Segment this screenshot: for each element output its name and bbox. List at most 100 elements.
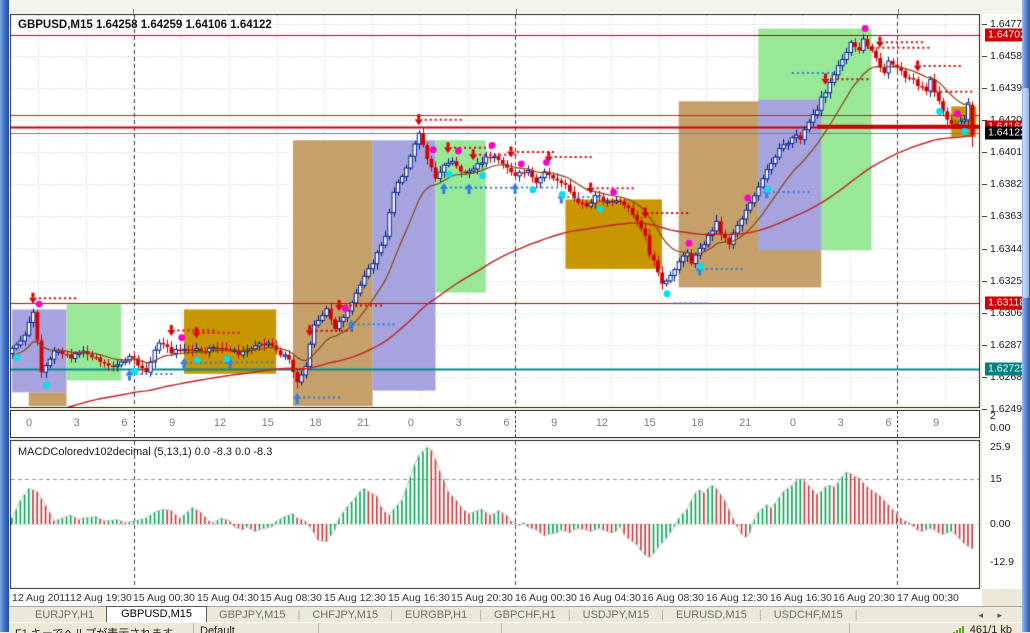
price-chart-canvas[interactable] <box>10 14 980 408</box>
chart-top-strip <box>9 0 1022 14</box>
status-bar: F1 キーでヘルプが表示されます Default 461/1 kb <box>9 622 1022 633</box>
price-badge: 1.64702 <box>985 28 1029 42</box>
day-separator <box>133 411 135 437</box>
axis-tick <box>982 24 987 25</box>
macd-indicator-label: MACDColoredv102decimal (5,13,1) 0.0 -8.3… <box>18 446 273 458</box>
hour-label: 18 <box>309 417 322 429</box>
axis-tick <box>982 88 987 89</box>
hour-label: 15 <box>643 417 656 429</box>
tab-gbpchf-h1[interactable]: GBPCHF,H1 <box>494 609 556 621</box>
time-axis-label: 16 Aug 16:30 <box>770 592 832 604</box>
hours-axis-label: 2 <box>990 410 996 422</box>
price-badge: 1.64122 <box>985 126 1029 140</box>
tab-chfjpy-m15[interactable]: CHFJPY,M15 <box>312 609 379 621</box>
axis-tick <box>982 184 987 185</box>
axis-tick <box>982 56 987 57</box>
time-axis-label: 12 Aug 2011 <box>12 592 71 604</box>
price-badge: 1.62725 <box>985 362 1029 376</box>
tab-usdchf-m15[interactable]: USDCHF,M15 <box>773 609 843 621</box>
hour-label: 21 <box>357 417 370 429</box>
macd-axis-label: -12.9 <box>990 556 1014 569</box>
price-badge: 1.63118 <box>985 296 1029 310</box>
axis-tick <box>982 152 987 153</box>
time-axis-label: 16 Aug 08:30 <box>642 592 704 604</box>
hour-label: 15 <box>261 417 274 429</box>
hour-label: 9 <box>551 417 558 429</box>
hour-label: 9 <box>169 417 176 429</box>
axis-tick <box>982 409 987 410</box>
price-axis-label: 1.63820 <box>990 178 1028 191</box>
hour-label: 0 <box>407 417 415 429</box>
window-left-border <box>0 0 9 632</box>
status-profile[interactable]: Default <box>194 623 319 633</box>
time-axis[interactable]: 12 Aug 2011 12 Aug 19:30 15 Aug 00:30 15 Au… <box>10 589 982 606</box>
price-axis-label: 1.64390 <box>990 81 1028 94</box>
hour-label: 6 <box>503 417 510 429</box>
time-axis-label: 15 Aug 20:30 <box>451 592 513 604</box>
axis-tick <box>982 377 987 378</box>
hour-label: 9 <box>933 417 940 429</box>
hours-indicator-pane[interactable]: 0 3 6 9 12 15 18 21 0 3 6 9 12 15 18 21 0 3 6 9 <box>10 410 980 438</box>
tab-eurjpy-h1[interactable]: EURJPY,H1 <box>35 609 95 621</box>
hour-label: 18 <box>691 417 704 429</box>
separator-tick <box>133 9 134 14</box>
price-axis-label: 1.64580 <box>990 49 1028 62</box>
macd-indicator-canvas[interactable] <box>10 440 980 589</box>
hour-label: 3 <box>837 417 844 429</box>
status-help-text: F1 キーでヘルプが表示されます <box>9 623 194 633</box>
chart-tab-bar: EURJPY,H1 GBPUSD,M15 GBPJPY,M15 | CHFJPY,… <box>9 606 1022 623</box>
time-axis-label: 15 Aug 00:30 <box>133 592 195 604</box>
tab-eurusd-m15[interactable]: EURUSD,M15 <box>675 609 747 621</box>
time-axis-label: 15 Aug 04:30 <box>197 592 259 604</box>
price-axis-label: 1.63250 <box>990 274 1028 287</box>
tab-scroll-arrows[interactable]: ◂ ▸ <box>978 610 1008 620</box>
time-axis-label: 16 Aug 12:30 <box>706 592 768 604</box>
hour-label: 6 <box>885 417 892 429</box>
connection-speed: 461/1 kb <box>969 624 1012 633</box>
price-axis-label: 1.62490 <box>990 403 1028 416</box>
hour-label: 12 <box>595 417 609 429</box>
axis-tick <box>982 216 987 217</box>
tab-gbpjpy-m15[interactable]: GBPJPY,M15 <box>219 609 286 621</box>
time-axis-label: 17 Aug 00:30 <box>897 592 959 604</box>
axis-tick <box>982 281 987 282</box>
time-axis-label: 16 Aug 00:30 <box>515 592 577 604</box>
time-axis-label: 15 Aug 12:30 <box>324 592 386 604</box>
axis-tick <box>982 120 987 121</box>
axis-tick <box>982 313 987 314</box>
hour-label: 21 <box>739 417 752 429</box>
tab-gbpusd-m15[interactable]: GBPUSD,M15 <box>106 606 208 623</box>
hour-label: 3 <box>73 417 80 429</box>
chart-symbol-title: GBPUSD,M15 1.64258 1.64259 1.64106 1.641… <box>18 19 272 31</box>
tab-usdjpy-m15[interactable]: USDJPY,M15 <box>582 609 650 621</box>
time-axis-label: 15 Aug 16:30 <box>388 592 450 604</box>
hours-axis-label: 0.00 <box>990 422 1011 434</box>
price-axis-label: 1.64010 <box>990 146 1028 159</box>
time-axis-label: 16 Aug 20:30 <box>833 592 895 604</box>
hour-label: 0 <box>789 417 796 429</box>
time-axis-label: 12 Aug 19:30 <box>70 592 132 604</box>
macd-axis-label: 0.00 <box>990 518 1011 530</box>
price-axis-label: 1.63060 <box>990 306 1028 319</box>
price-axis-label: 1.63440 <box>990 242 1028 255</box>
time-axis-label: 16 Aug 04:30 <box>579 592 641 604</box>
scrollbar-thumb[interactable] <box>1023 88 1029 298</box>
separator-tick <box>898 9 899 14</box>
hour-label: 0 <box>25 417 33 429</box>
hour-label: 6 <box>121 417 128 429</box>
tab-eurgbp-h1[interactable]: EURGBP,H1 <box>405 609 468 621</box>
day-separator <box>515 411 517 437</box>
axis-tick <box>982 345 987 346</box>
macd-axis-label: 15 <box>990 473 1002 486</box>
separator-tick <box>516 9 517 14</box>
status-cell-empty <box>319 623 502 633</box>
day-separator <box>896 411 898 437</box>
status-cell-empty <box>502 623 850 633</box>
hour-label: 3 <box>455 417 462 429</box>
price-axis-label: 1.63630 <box>990 210 1028 223</box>
price-axis-label: 1.62870 <box>990 338 1028 351</box>
price-axis-label: 1.64770 <box>990 17 1028 30</box>
macd-axis-label: 25.9 <box>990 441 1011 454</box>
window-right-scrollbar[interactable] <box>1022 0 1030 632</box>
